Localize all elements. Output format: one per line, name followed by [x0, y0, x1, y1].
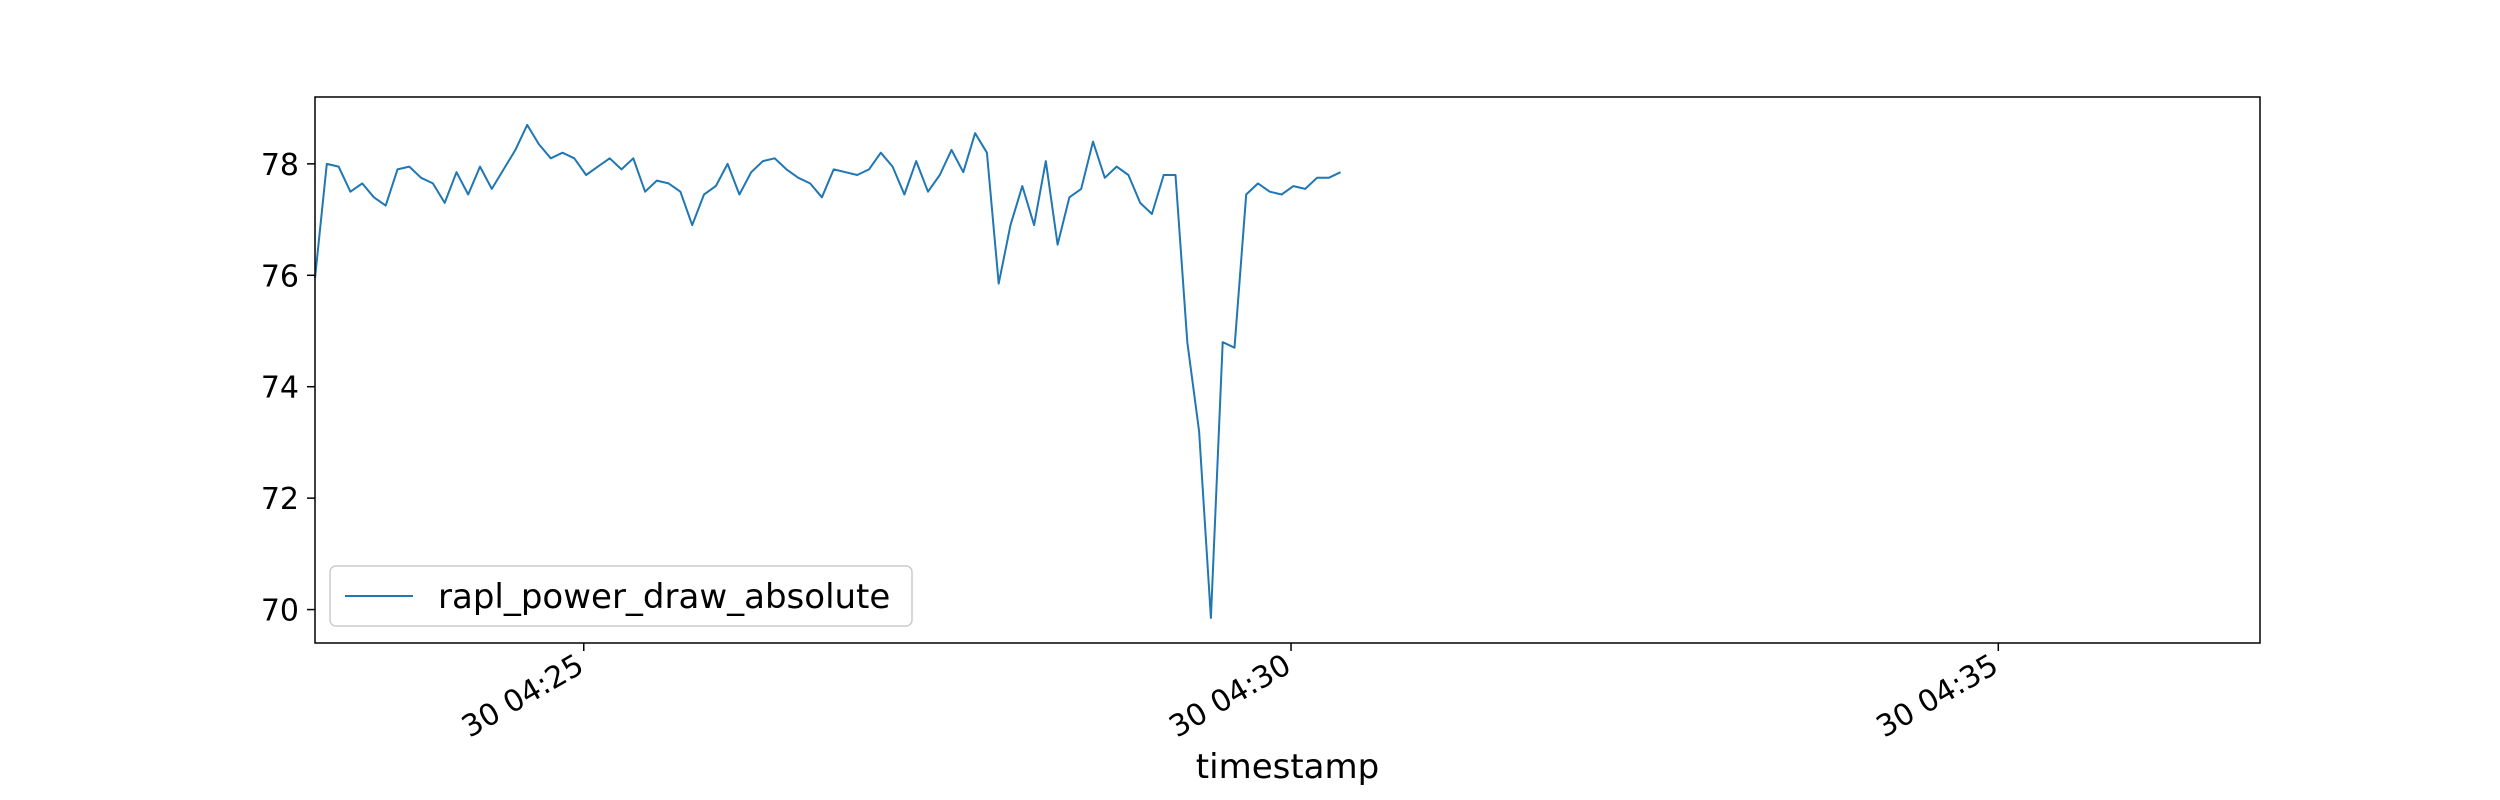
y-tick-label: 70 [261, 594, 299, 629]
legend-entry: rapl_power_draw_absolute [438, 577, 890, 617]
x-tick-label: 30 04:25 [456, 648, 590, 745]
y-tick-label: 74 [261, 371, 299, 406]
plot-area [314, 123, 1341, 619]
y-tick-label: 72 [261, 482, 299, 517]
y-tick-label: 76 [261, 259, 299, 294]
x-tick-label: 30 04:35 [1871, 648, 2005, 745]
legend-box [329, 565, 913, 627]
legend: rapl_power_draw_absolute [329, 565, 913, 627]
x-axis-label: timestamp [1196, 747, 1379, 787]
series-line [314, 123, 1341, 619]
plot-frame [314, 96, 2261, 644]
y-axis: 70 72 74 76 78 [261, 148, 315, 629]
y-tick-label: 78 [261, 148, 299, 183]
x-axis: 30 04:25 30 04:30 30 04:35 [456, 643, 2004, 745]
x-tick-label: 30 04:30 [1163, 648, 1297, 745]
